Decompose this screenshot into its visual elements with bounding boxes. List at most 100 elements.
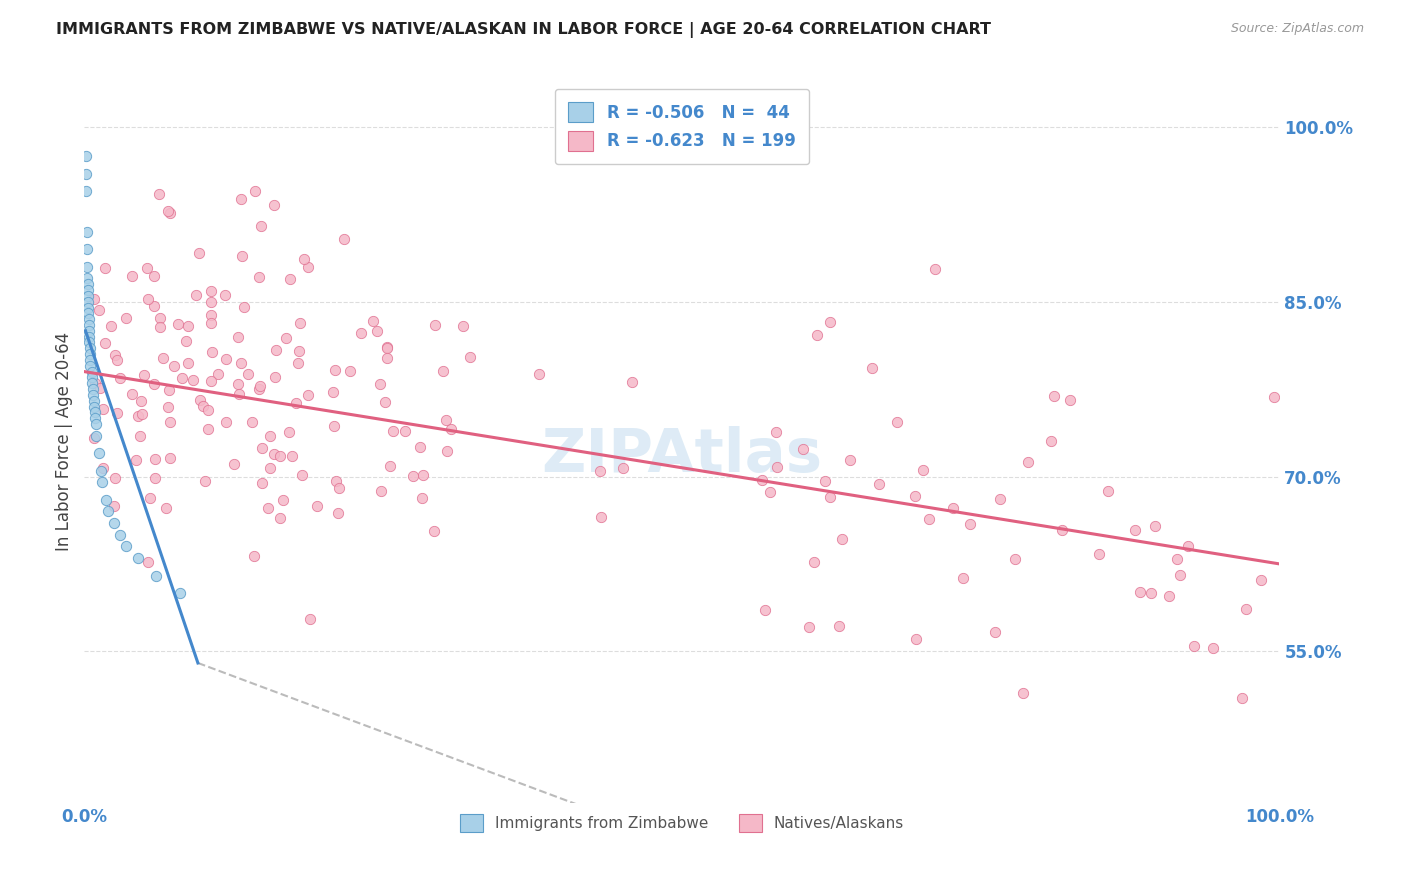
Point [138,491,160,506]
Point [80,370,103,384]
Point [115,540,138,554]
Point [75,149,97,163]
Point [911,463,934,477]
Point [831,533,853,547]
Point [322,419,344,434]
Point [288,316,311,330]
Point [87,446,110,460]
Point [77,289,100,303]
Point [257,501,280,516]
Point [228,386,250,401]
Point [1129,584,1152,599]
Point [886,415,908,429]
Point [77,335,100,350]
Point [1043,389,1066,403]
Point [163,359,186,373]
Point [200,308,222,322]
Point [288,343,311,358]
Point [97,504,120,518]
Point [409,440,432,454]
Point [152,351,174,366]
Point [200,374,222,388]
Point [157,204,180,219]
Point [86,428,108,442]
Point [77,294,100,309]
Point [191,399,214,413]
Point [307,500,329,514]
Point [942,501,965,516]
Point [264,370,287,384]
Point [127,409,149,423]
Point [368,376,391,391]
Point [149,310,172,325]
Point [149,320,172,334]
Point [1050,523,1073,537]
Point [159,451,181,466]
Point [959,516,981,531]
Point [440,422,463,436]
Point [84,411,107,425]
Point [252,476,274,491]
Point [436,443,458,458]
Point [145,568,167,582]
Point [1168,567,1191,582]
Point [215,415,238,429]
Point [157,400,180,414]
Point [91,475,114,490]
Point [1123,523,1146,537]
Point [77,318,100,332]
Point [381,424,404,438]
Point [166,317,188,331]
Point [100,319,122,334]
Point [83,393,105,408]
Point [361,313,384,327]
Point [278,272,301,286]
Point [125,453,148,467]
Point [291,467,314,482]
Point [226,376,249,391]
Point [200,284,222,298]
Point [271,493,294,508]
Point [1159,589,1181,603]
Point [904,489,927,503]
Point [94,492,117,507]
Point [281,449,304,463]
Point [263,446,285,460]
Point [83,400,105,414]
Point [326,506,349,520]
Point [249,379,271,393]
Point [83,292,105,306]
Point [394,424,416,438]
Point [402,469,425,483]
Point [269,450,291,464]
Point [458,350,481,364]
Point [188,246,211,260]
Point [131,407,153,421]
Point [94,260,117,275]
Point [89,381,111,395]
Point [79,347,101,361]
Point [115,311,138,326]
Point [287,356,309,370]
Point [339,364,361,378]
Point [121,268,143,283]
Point [284,395,307,409]
Point [186,288,208,302]
Point [121,387,143,401]
Point [77,312,100,326]
Point [298,612,321,626]
Point [990,492,1012,507]
Point [263,198,285,212]
Point [207,367,229,381]
Point [918,512,941,526]
Point [868,476,890,491]
Point [79,359,101,373]
Point [1182,640,1205,654]
Point [792,442,814,456]
Point [621,375,644,389]
Legend: Immigrants from Zimbabwe, Natives/Alaskans: Immigrants from Zimbabwe, Natives/Alaska… [454,807,910,838]
Point [143,377,166,392]
Point [159,206,181,220]
Point [200,316,222,330]
Point [375,341,398,355]
